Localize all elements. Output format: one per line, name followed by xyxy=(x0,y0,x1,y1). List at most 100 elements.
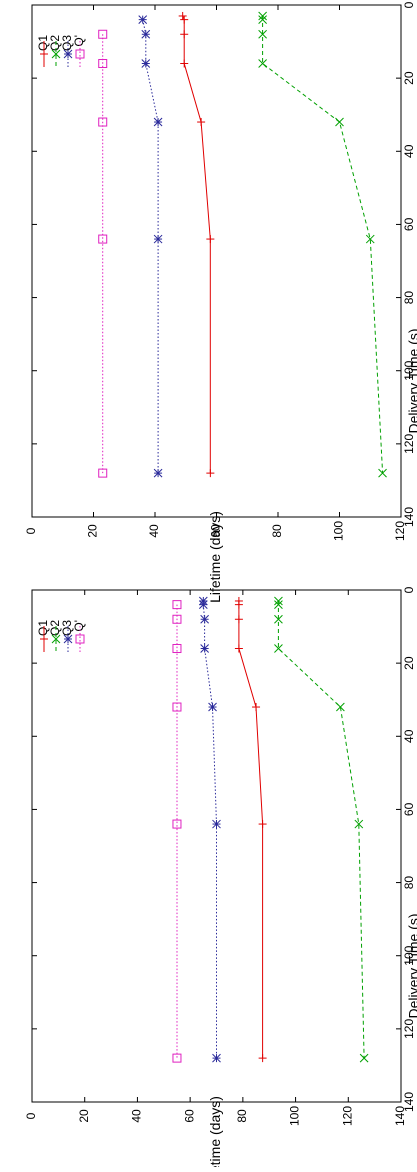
data-point-q2 xyxy=(274,596,283,606)
data-point-q1 xyxy=(258,820,267,829)
marker-stroke xyxy=(98,59,108,69)
data-point-q2 xyxy=(335,117,344,127)
legend-marker xyxy=(51,49,61,59)
x-axis-label: Delivery Time (s) xyxy=(406,913,417,1018)
marker-stroke xyxy=(258,29,267,39)
y-tick-label: 100 xyxy=(332,521,346,541)
legend-label: Q' xyxy=(72,35,86,47)
legend-marker xyxy=(40,50,48,58)
legend-marker xyxy=(75,49,85,59)
data-point-q1 xyxy=(180,30,189,39)
data-point-q3 xyxy=(200,644,209,653)
data-point-q1 xyxy=(258,1054,267,1063)
data-point-q2 xyxy=(274,614,283,624)
marker-stroke xyxy=(153,234,163,244)
x-tick-label: 120 xyxy=(402,1019,416,1039)
series-line-q2 xyxy=(277,601,365,1059)
data-point-q1 xyxy=(178,11,187,20)
legend-marker xyxy=(63,49,73,59)
data-point-qprime xyxy=(172,644,182,654)
data-point-q2 xyxy=(258,15,267,24)
marker-stroke xyxy=(172,1053,182,1063)
marker-stroke xyxy=(258,11,267,21)
x-tick-label: 20 xyxy=(402,71,416,85)
x-tick-label: 140 xyxy=(402,1092,416,1112)
data-point-qprime xyxy=(98,234,108,244)
data-point-q1 xyxy=(234,615,243,624)
data-point-qprime xyxy=(172,614,182,624)
data-point-q2 xyxy=(274,644,283,653)
data-point-q3 xyxy=(153,468,163,478)
data-point-qprime xyxy=(172,1053,182,1063)
data-point-q1 xyxy=(180,59,189,68)
y-tick-label: 60 xyxy=(182,1109,196,1123)
data-point-q2 xyxy=(258,29,267,39)
y-tick-label: 120 xyxy=(340,1106,354,1126)
legend-marker xyxy=(51,634,61,644)
marker-stroke xyxy=(378,468,387,478)
marker-stroke xyxy=(172,702,182,712)
data-point-q2 xyxy=(378,468,387,478)
marker-stroke xyxy=(75,49,85,59)
legend-label: Q1 xyxy=(36,35,50,51)
legend-marker xyxy=(40,635,48,643)
marker-stroke xyxy=(365,234,375,244)
data-point-q3 xyxy=(138,15,148,24)
x-tick-label: 80 xyxy=(402,291,416,305)
data-point-q1 xyxy=(252,703,261,712)
marker-stroke xyxy=(98,468,108,478)
data-point-qprime xyxy=(172,702,182,712)
marker-stroke xyxy=(336,702,345,712)
marker-stroke xyxy=(98,29,108,39)
data-point-qprime xyxy=(172,600,182,610)
marker-stroke xyxy=(153,468,163,478)
marker-stroke xyxy=(212,1053,221,1063)
x-tick-label: 0 xyxy=(402,586,416,593)
data-point-q2 xyxy=(258,11,267,21)
data-point-q1 xyxy=(234,600,243,609)
x-tick-label: 40 xyxy=(402,144,416,158)
x-tick-label: 20 xyxy=(402,656,416,670)
data-point-q1 xyxy=(197,118,206,127)
data-point-q2 xyxy=(354,819,364,829)
marker-stroke xyxy=(172,614,182,624)
marker-stroke xyxy=(51,49,61,59)
marker-stroke xyxy=(153,117,163,127)
marker-stroke xyxy=(172,600,182,610)
marker-stroke xyxy=(51,634,61,644)
data-point-qprime xyxy=(98,117,108,127)
marker-stroke xyxy=(258,15,267,24)
x-tick-label: 0 xyxy=(402,1,416,8)
series-line-q1 xyxy=(238,601,264,1059)
series-line-q3 xyxy=(142,19,159,474)
data-point-q3 xyxy=(200,614,209,624)
y-axis-label: Lifetime (days) xyxy=(207,511,223,603)
x-tick-label: 140 xyxy=(402,507,416,527)
marker-stroke xyxy=(141,59,151,68)
data-point-q2 xyxy=(365,234,375,244)
series-line-q3 xyxy=(202,601,217,1059)
data-point-q3 xyxy=(141,29,151,39)
y-tick-label: 80 xyxy=(235,1109,249,1123)
marker-stroke xyxy=(274,596,283,606)
y-tick-label: 0 xyxy=(24,1112,38,1119)
legend-label: Q2 xyxy=(48,620,62,636)
legend-label: Q2 xyxy=(48,35,62,51)
marker-stroke xyxy=(141,29,151,39)
marker-stroke xyxy=(198,600,208,609)
y-tick-label: 140 xyxy=(393,1106,407,1126)
legend-label: Q3 xyxy=(60,35,74,51)
legend-marker xyxy=(75,634,85,644)
x-tick-label: 60 xyxy=(402,217,416,231)
marker-stroke xyxy=(258,59,267,68)
data-point-q3 xyxy=(212,1053,221,1063)
marker-stroke xyxy=(335,117,344,127)
plot-frame xyxy=(31,4,402,518)
marker-stroke xyxy=(208,702,217,712)
data-point-q1 xyxy=(234,644,243,653)
x-axis-label: Delivery Time (s) xyxy=(406,328,417,433)
marker-stroke xyxy=(200,644,209,653)
marker-stroke xyxy=(138,15,148,24)
